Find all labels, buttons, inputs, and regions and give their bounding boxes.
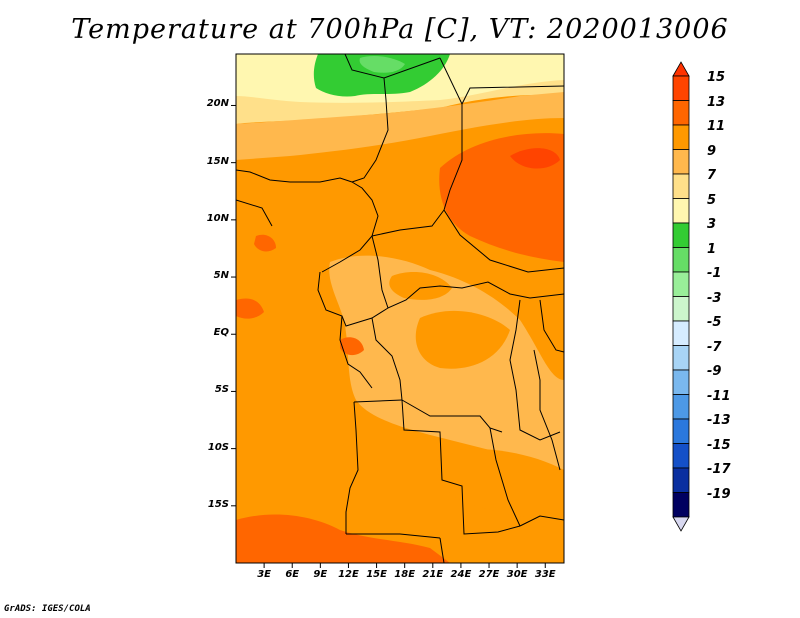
- colorbar-label: 13: [707, 94, 726, 110]
- colorbar-label: -11: [707, 388, 731, 404]
- colorbar: [672, 61, 690, 532]
- colorbar-swatch: [672, 75, 690, 101]
- lon-label: 24E: [450, 569, 472, 580]
- colorbar-label: 7: [707, 168, 717, 183]
- colorbar-label: -19: [707, 486, 731, 502]
- lat-label: 15S: [207, 498, 229, 510]
- axis-ticks: [231, 104, 546, 568]
- colorbar-label: 5: [707, 192, 717, 208]
- credit-text: GrADS: IGES/COLA: [4, 604, 91, 614]
- lat-label: EQ: [213, 327, 229, 339]
- colorbar-swatch: [672, 320, 690, 346]
- colorbar-swatch: [672, 394, 690, 420]
- lon-label: 12E: [338, 569, 359, 580]
- colorbar-bottom-arrow: [672, 516, 690, 532]
- colorbar-swatch: [672, 345, 690, 371]
- colorbar-label: 1: [707, 241, 717, 257]
- lon-label: 27E: [478, 569, 500, 580]
- lon-label: 6E: [285, 569, 300, 580]
- colorbar-label: -15: [707, 437, 731, 453]
- lat-label: 15N: [206, 155, 229, 167]
- colorbar-label: -3: [707, 290, 722, 306]
- lat-label: 10S: [207, 441, 229, 453]
- colorbar-label: -9: [707, 364, 722, 379]
- colorbar-label: -5: [707, 315, 722, 330]
- colorbar-label: -1: [707, 266, 722, 281]
- chart-title: Temperature at 700hPa [C], VT: 202001300…: [71, 14, 729, 45]
- colorbar-label: -17: [707, 462, 731, 477]
- lon-label: 18E: [394, 569, 416, 580]
- colorbar-swatch: [672, 222, 690, 248]
- colorbar-label: -13: [707, 413, 731, 428]
- colorbar-swatch: [672, 271, 690, 297]
- colorbar-label: -7: [707, 339, 722, 355]
- lon-label: 30E: [506, 569, 528, 580]
- colorbar-swatch: [672, 198, 690, 224]
- colorbar-label: 9: [707, 143, 717, 159]
- colorbar-swatch: [672, 173, 690, 199]
- lat-label: 20N: [206, 98, 229, 110]
- lon-label: 21E: [422, 569, 444, 580]
- colorbar-swatch: [672, 100, 690, 126]
- lat-label: 10N: [206, 212, 229, 224]
- colorbar-label: 3: [707, 217, 717, 232]
- colorbar-swatch: [672, 418, 690, 444]
- lat-label: 5N: [213, 270, 229, 282]
- colorbar-swatch: [672, 492, 690, 518]
- colorbar-swatch: [672, 369, 690, 395]
- colorbar-swatch: [672, 124, 690, 150]
- colorbar-swatch: [672, 149, 690, 175]
- lat-label: 5S: [214, 384, 229, 396]
- colorbar-label: 11: [707, 119, 726, 134]
- plot-frame: [235, 53, 565, 564]
- colorbar-swatch: [672, 296, 690, 322]
- lon-label: 3E: [257, 569, 271, 580]
- lon-label: 33E: [534, 569, 556, 580]
- lon-label: 9E: [313, 569, 328, 580]
- temperature-field: [236, 54, 564, 563]
- colorbar-swatch: [672, 443, 690, 469]
- colorbar-label: 15: [707, 70, 726, 85]
- colorbar-swatch: [672, 247, 690, 273]
- lon-label: 15E: [366, 569, 387, 580]
- colorbar-top-arrow: [672, 61, 690, 77]
- country-borders: [236, 54, 564, 563]
- colorbar-swatch: [672, 467, 690, 493]
